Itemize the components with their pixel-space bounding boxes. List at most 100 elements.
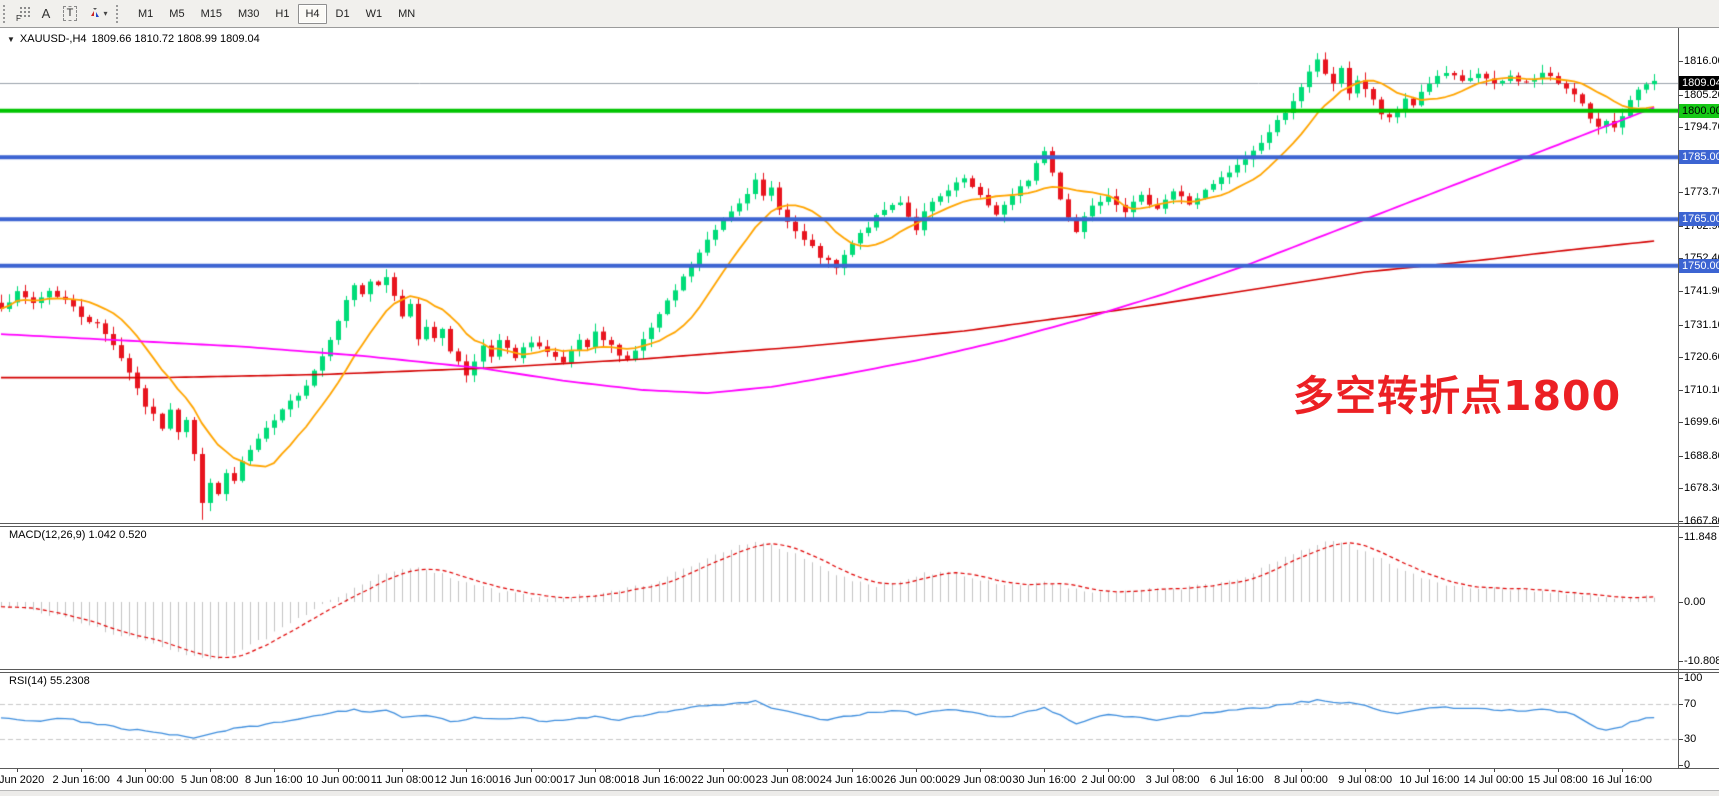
time-label: 6 Jul 16:00 (1209, 774, 1264, 786)
price-level-label-1800.00[interactable]: 1800.00 (1679, 104, 1719, 118)
toolbar-grip[interactable] (3, 4, 10, 23)
time-tick-mark (338, 769, 339, 772)
timeframe-button-MN[interactable]: MN (398, 7, 416, 20)
timeframe-button-M5[interactable]: M5 (169, 7, 185, 20)
time-tick-mark (980, 769, 981, 772)
price-tick-label: 1678.30 (1684, 482, 1719, 494)
price-level-label-1750.00[interactable]: 1750.00 (1679, 259, 1719, 273)
price-tick-label: 1805.20 (1684, 89, 1719, 101)
rsi-label: RSI(14) 55.2308 (9, 675, 90, 687)
symbol-ohlc: 1809.66 1810.72 1808.99 1809.04 (91, 33, 260, 45)
text-label-tool-button[interactable]: T (57, 3, 83, 25)
pane-separator[interactable] (0, 523, 1719, 527)
time-label: 5 Jun 08:00 (180, 774, 239, 786)
time-label: 16 Jul 16:00 (1592, 774, 1652, 786)
axis-tick-mark (1679, 291, 1683, 292)
time-label: 17 Jun 08:00 (562, 774, 627, 786)
toolbar-grip[interactable] (116, 4, 123, 23)
timeframe-button-D1[interactable]: D1 (335, 7, 350, 20)
time-tick-mark (852, 769, 853, 772)
axis-tick-mark (1679, 226, 1683, 227)
time-tick-mark (723, 769, 724, 772)
time-tick-mark (466, 769, 467, 772)
price-tick-label: 1741.90 (1684, 285, 1719, 297)
macd-tick-label: 11.848 (1684, 531, 1717, 543)
time-label: 1 Jun 2020 (0, 774, 45, 786)
price-level-label-1785.00[interactable]: 1785.00 (1679, 150, 1719, 164)
timeframe-button-W1[interactable]: W1 (365, 7, 383, 20)
arrows-tool-button[interactable]: ▾ (83, 3, 113, 25)
price-axis-border (1678, 28, 1679, 768)
axis-tick-mark (1679, 521, 1683, 522)
rsi-tick-label: 0 (1684, 759, 1691, 771)
price-tick-label: 1667.80 (1684, 515, 1719, 527)
time-label: 30 Jun 16:00 (1012, 774, 1076, 786)
time-tick-mark (402, 769, 403, 772)
time-label: 11 Jun 08:00 (370, 774, 434, 786)
collapse-icon[interactable]: ▼ (7, 34, 15, 44)
time-tick-mark (1108, 769, 1109, 772)
time-label: 2 Jul 00:00 (1081, 774, 1136, 786)
time-tick-mark (1044, 769, 1045, 772)
time-label: 12 Jun 16:00 (434, 774, 499, 786)
time-label: 8 Jun 16:00 (245, 774, 303, 786)
axis-tick-mark (1679, 678, 1683, 679)
price-tick-label: 1794.70 (1684, 121, 1719, 133)
time-label: 2 Jun 16:00 (52, 774, 110, 786)
timeframe-button-H4[interactable]: H4 (298, 3, 327, 24)
time-label: 23 Jun 08:00 (755, 774, 820, 786)
time-tick-mark (274, 769, 275, 772)
time-tick-mark (210, 769, 211, 772)
time-tick-mark (1429, 769, 1430, 772)
main-chart-canvas[interactable] (0, 28, 1678, 523)
axis-tick-mark (1679, 488, 1683, 489)
time-tick-mark (145, 769, 146, 772)
rsi-tick-label: 30 (1684, 733, 1697, 745)
price-level-label-1765.00[interactable]: 1765.00 (1679, 212, 1719, 226)
time-label: 14 Jul 00:00 (1463, 774, 1524, 786)
rsi-tick-label: 100 (1684, 672, 1703, 684)
pane-separator[interactable] (0, 669, 1719, 673)
window-bottom-strip (0, 790, 1719, 796)
rsi-pane-canvas[interactable] (0, 673, 1678, 768)
arrows-icon (91, 7, 100, 17)
axis-tick-mark (1679, 325, 1683, 326)
time-label: 4 Jun 00:00 (116, 774, 175, 786)
price-tick-label: 1710.10 (1684, 384, 1719, 396)
time-label: 10 Jul 16:00 (1399, 774, 1460, 786)
time-label: 24 Jun 16:00 (819, 774, 884, 786)
svg-text:F: F (16, 14, 21, 22)
text-tool-button[interactable]: A (35, 3, 57, 25)
timeframe-button-M15[interactable]: M15 (200, 7, 222, 20)
timeframe-button-H1[interactable]: H1 (275, 7, 290, 20)
time-tick-mark (595, 769, 596, 772)
axis-tick-mark (1679, 192, 1683, 193)
time-label: 3 Jul 08:00 (1145, 774, 1200, 786)
axis-tick-mark (1679, 127, 1683, 128)
time-label: 15 Jul 08:00 (1527, 774, 1588, 786)
time-label: 18 Jun 16:00 (627, 774, 691, 786)
timeframe-button-M30[interactable]: M30 (237, 7, 260, 20)
axis-tick-mark (1679, 61, 1683, 62)
chart-text-annotation[interactable]: 多空转折点1800 (1293, 372, 1622, 420)
timeframe-button-M1[interactable]: M1 (138, 7, 154, 20)
macd-pane-canvas[interactable] (0, 527, 1678, 669)
time-tick-mark (1365, 769, 1366, 772)
text-label-icon: T (62, 6, 78, 21)
axis-tick-mark (1679, 390, 1683, 391)
time-tick-mark (1301, 769, 1302, 772)
price-tick-label: 1699.60 (1684, 416, 1719, 428)
axis-tick-mark (1679, 258, 1683, 259)
price-tick-label: 1720.60 (1684, 351, 1719, 363)
macd-tick-label: -10.808 (1684, 655, 1719, 667)
macd-label: MACD(12,26,9) 1.042 0.520 (9, 529, 147, 541)
time-label: 29 Jun 08:00 (948, 774, 1012, 786)
axis-tick-mark (1679, 704, 1683, 705)
template-grid-tool-button[interactable]: F (13, 3, 35, 25)
time-tick-mark (531, 769, 532, 772)
symbol-name: XAUUSD-,H4 (19, 33, 87, 45)
time-tick-mark (1494, 769, 1495, 772)
text-a-icon: A (41, 6, 51, 21)
axis-tick-mark (1679, 456, 1683, 457)
